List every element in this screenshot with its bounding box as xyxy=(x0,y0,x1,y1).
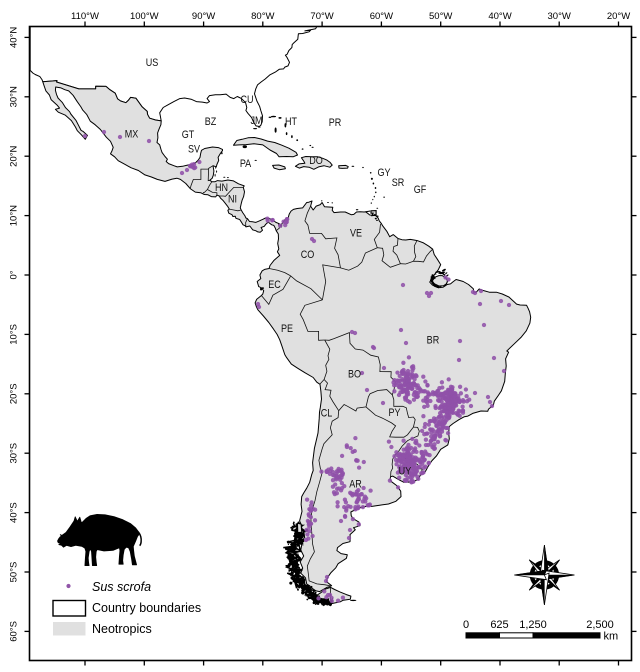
svg-text:Sus scrofa: Sus scrofa xyxy=(92,580,151,594)
svg-text:GF: GF xyxy=(414,184,427,196)
svg-text:PA: PA xyxy=(240,158,252,170)
svg-text:DO: DO xyxy=(309,155,323,167)
svg-text:50°W: 50°W xyxy=(429,11,452,22)
svg-text:80°W: 80°W xyxy=(251,11,274,22)
svg-text:60°S: 60°S xyxy=(9,621,20,642)
svg-text:1,250: 1,250 xyxy=(519,619,547,631)
svg-text:40°W: 40°W xyxy=(488,11,511,22)
svg-text:30°W: 30°W xyxy=(548,11,571,22)
svg-text:30°S: 30°S xyxy=(9,443,20,464)
svg-text:PR: PR xyxy=(329,117,342,129)
svg-text:CO: CO xyxy=(301,249,315,261)
svg-text:VE: VE xyxy=(350,228,362,240)
svg-text:PY: PY xyxy=(388,407,400,419)
svg-text:Country boundaries: Country boundaries xyxy=(92,601,201,615)
svg-text:BR: BR xyxy=(427,335,440,347)
svg-text:GY: GY xyxy=(377,167,390,179)
svg-text:10°S: 10°S xyxy=(9,324,20,345)
svg-text:60°W: 60°W xyxy=(370,11,393,22)
svg-text:MX: MX xyxy=(125,129,139,141)
svg-text:CU: CU xyxy=(241,94,254,106)
svg-text:EC: EC xyxy=(268,279,281,291)
svg-text:20°N: 20°N xyxy=(9,145,20,166)
svg-text:HT: HT xyxy=(285,116,297,128)
svg-text:km: km xyxy=(604,631,619,643)
svg-text:110°W: 110°W xyxy=(71,11,99,22)
svg-text:2,500: 2,500 xyxy=(586,619,614,631)
svg-text:SV: SV xyxy=(188,144,200,156)
svg-text:GT: GT xyxy=(182,129,195,141)
svg-text:SR: SR xyxy=(392,177,405,189)
svg-text:BO: BO xyxy=(348,369,361,381)
svg-text:AR: AR xyxy=(349,479,362,491)
svg-text:PE: PE xyxy=(281,323,293,335)
svg-text:JM: JM xyxy=(250,115,262,127)
svg-text:Neotropics: Neotropics xyxy=(92,622,152,636)
svg-text:HN: HN xyxy=(215,182,228,194)
svg-text:40°N: 40°N xyxy=(9,27,20,48)
svg-text:20°W: 20°W xyxy=(607,11,630,22)
svg-text:10°N: 10°N xyxy=(9,205,20,226)
svg-text:40°S: 40°S xyxy=(9,502,20,523)
svg-text:50°S: 50°S xyxy=(9,562,20,583)
svg-text:US: US xyxy=(146,57,159,69)
svg-text:CL: CL xyxy=(321,408,333,420)
svg-text:20°S: 20°S xyxy=(9,383,20,404)
svg-text:30°N: 30°N xyxy=(9,86,20,107)
svg-text:NI: NI xyxy=(228,194,237,206)
svg-text:BZ: BZ xyxy=(205,116,217,128)
svg-text:0°: 0° xyxy=(9,270,20,279)
svg-text:70°W: 70°W xyxy=(310,11,333,22)
svg-text:100°W: 100°W xyxy=(130,11,159,22)
svg-text:625: 625 xyxy=(490,619,508,631)
svg-text:UY: UY xyxy=(399,466,412,478)
svg-text:90°W: 90°W xyxy=(192,11,215,22)
svg-text:0: 0 xyxy=(463,619,469,631)
